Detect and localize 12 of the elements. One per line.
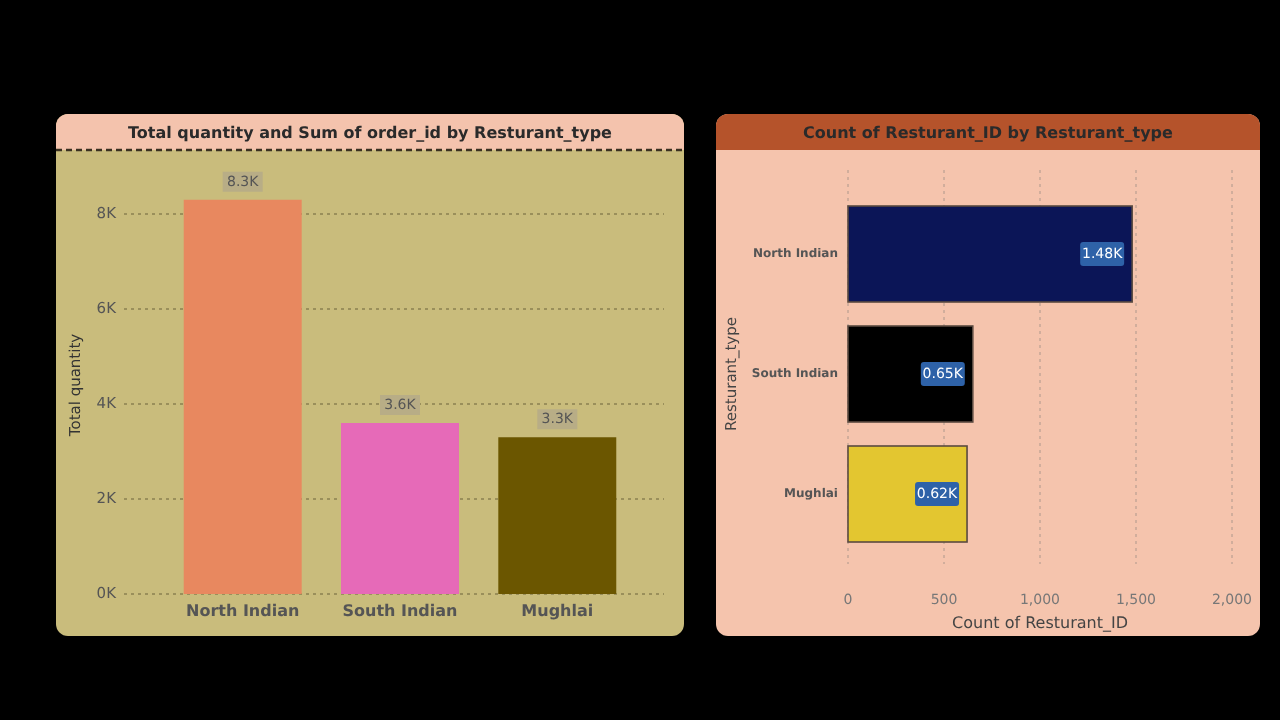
- bar: [498, 437, 617, 594]
- x-axis-title: Count of Resturant_ID: [952, 614, 1128, 633]
- x-tick-label: Mughlai: [521, 602, 594, 621]
- bar: [847, 445, 968, 543]
- bar: [847, 205, 1133, 303]
- chart-title: Count of Resturant_ID by Resturant_type: [803, 124, 1175, 143]
- bar: [847, 325, 974, 423]
- x-tick-label: North Indian: [186, 602, 300, 621]
- chart-title: Total quantity and Sum of order_id by Resturant_type: [128, 124, 614, 143]
- bar: [341, 423, 459, 594]
- x-tick-label: South Indian: [342, 602, 459, 621]
- bar: [183, 199, 302, 594]
